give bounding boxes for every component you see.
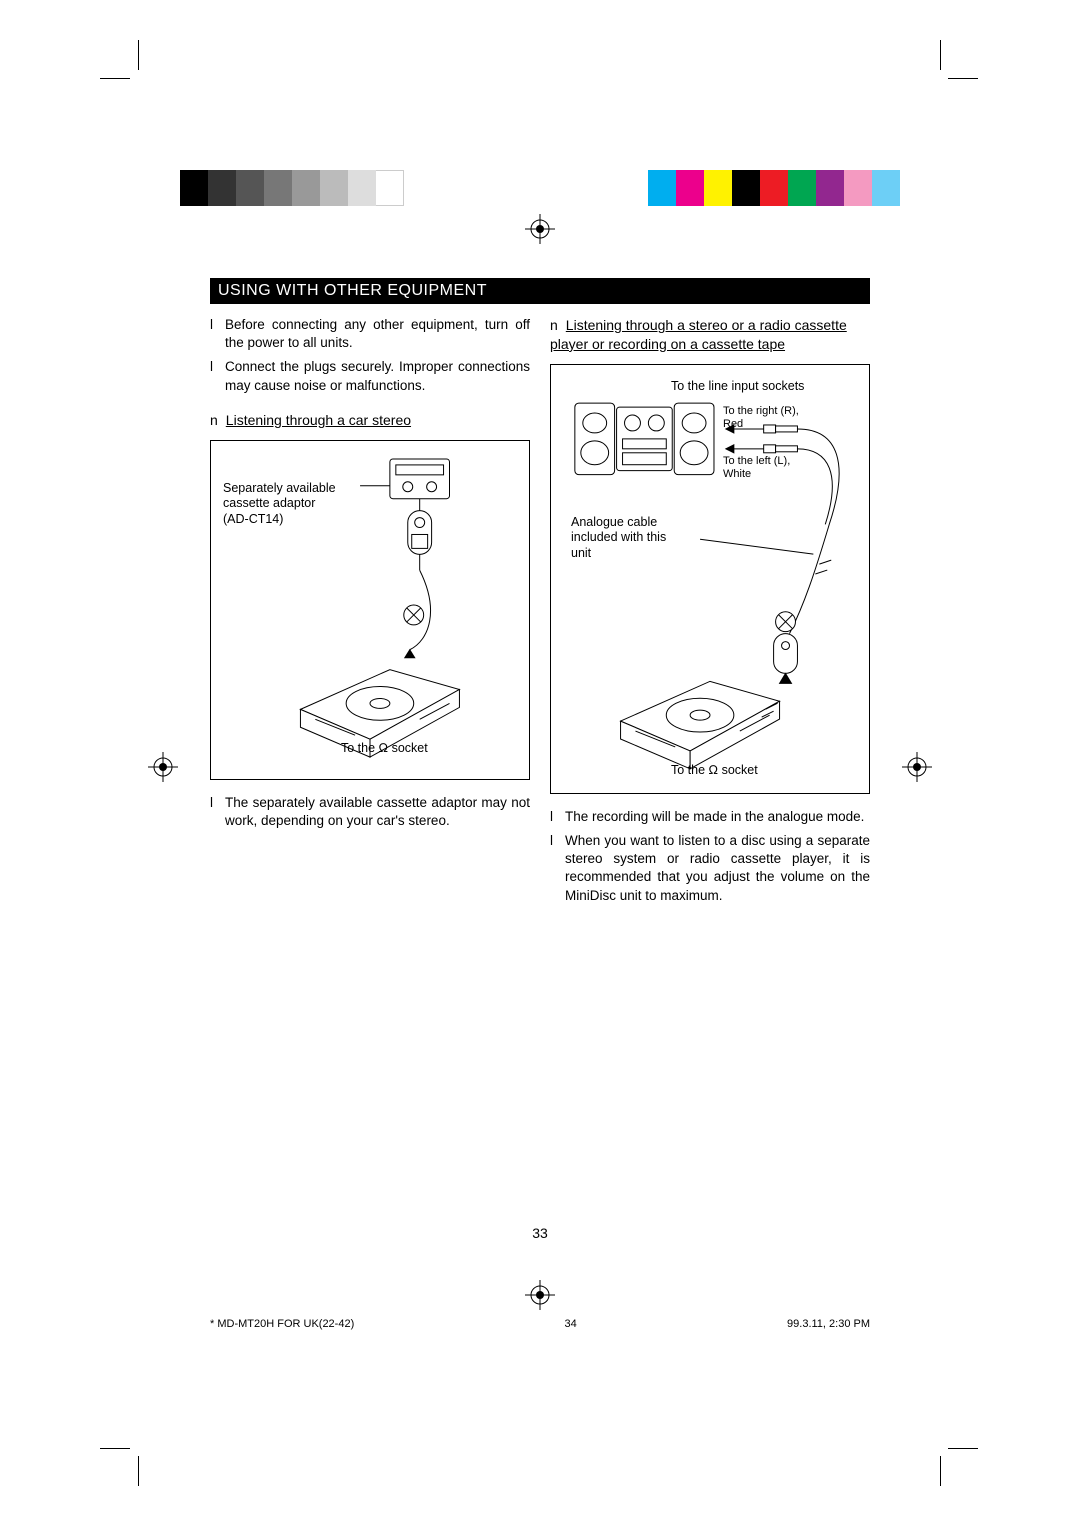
left-column: Before connecting any other equipment, t…: [210, 316, 530, 911]
page-content: USING WITH OTHER EQUIPMENT Before connec…: [210, 278, 870, 911]
color-calibration-bars: [0, 170, 1080, 206]
bullet-text: When you want to listen to a disc using …: [565, 832, 870, 905]
bullet-text: The recording will be made in the analog…: [565, 808, 864, 826]
right-subheading: nListening through a stereo or a radio c…: [550, 316, 870, 354]
color-bars: [648, 170, 900, 206]
left-notes: The separately available cassette adapto…: [210, 794, 530, 830]
registration-mark-icon: [902, 752, 932, 782]
footer: * MD-MT20H FOR UK(22-42) 34 99.3.11, 2:3…: [210, 1318, 870, 1330]
right-notes: The recording will be made in the analog…: [550, 808, 870, 905]
registration-mark-icon: [148, 752, 178, 782]
bullet-text: Connect the plugs securely. Improper con…: [225, 358, 530, 394]
page-number: 33: [532, 1225, 548, 1241]
registration-mark-icon: [525, 214, 555, 244]
bullet-text: Before connecting any other equipment, t…: [225, 316, 530, 352]
intro-bullets: Before connecting any other equipment, t…: [210, 316, 530, 395]
right-column: nListening through a stereo or a radio c…: [550, 316, 870, 911]
stereo-svg: [551, 365, 869, 793]
bullet-text: The separately available cassette adapto…: [225, 794, 530, 830]
registration-mark-icon: [525, 1280, 555, 1310]
stereo-diagram: To the line input sockets To the right (…: [550, 364, 870, 794]
car-stereo-diagram: Separately available cassette adaptor (A…: [210, 440, 530, 780]
left-subheading: nListening through a car stereo: [210, 411, 530, 430]
footer-right: 99.3.11, 2:30 PM: [787, 1318, 870, 1330]
section-title: USING WITH OTHER EQUIPMENT: [210, 278, 870, 304]
footer-left: * MD-MT20H FOR UK(22-42): [210, 1318, 354, 1330]
footer-mid: 34: [565, 1318, 577, 1330]
grayscale-bars: [180, 170, 404, 206]
